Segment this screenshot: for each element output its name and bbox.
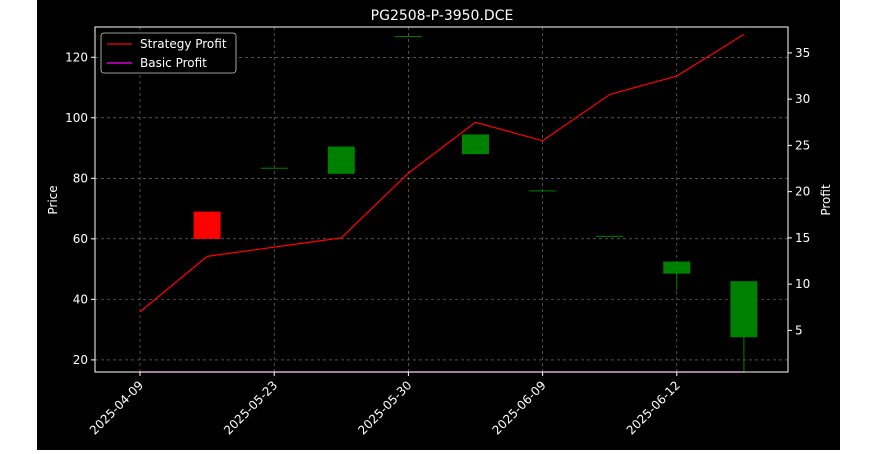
legend: Strategy Profit Basic Profit [100,32,237,74]
candle-body [462,134,489,155]
y-tick-label-left: 120 [65,50,88,64]
plot-frame [94,26,789,373]
legend-label: Strategy Profit [140,37,227,51]
candle-body [730,281,758,338]
candle-body [193,211,221,239]
legend-box [100,32,237,74]
y-tick-label-right: 15 [795,231,810,245]
candle-body [394,36,422,38]
y-axis-label-left: Price [46,185,60,214]
y-tick-label-right: 30 [795,92,810,106]
y-tick-label-left: 60 [73,232,88,246]
candle-body [596,235,624,237]
y-tick-label-left: 20 [73,353,88,367]
y-tick-label-left: 40 [73,292,88,306]
y-tick-label-right: 10 [795,277,810,291]
chart-svg: PG2508-P-3950.DCE Price Profit 20 40 60 80 1… [37,0,840,450]
candle-body [663,261,691,274]
candlestick-series [126,36,758,372]
candle-body [529,190,557,192]
chart-title: PG2508-P-3950.DCE [371,8,514,24]
series-line [139,33,745,313]
y-tick-label-right: 25 [795,138,810,152]
chart-figure: PG2508-P-3950.DCE Price Profit 20 40 60 80 1… [37,0,840,450]
y-tick-label-right: 35 [795,46,810,60]
candle-body [260,167,288,169]
y-tick-label-left: 80 [73,171,88,185]
y-axis-label-right: Profit [819,184,833,216]
legend-label: Basic Profit [140,56,207,70]
y-tick-label-right: 5 [795,323,803,337]
candle-body [327,146,355,174]
y-tick-label-right: 20 [795,185,810,199]
y-tick-label-left: 100 [65,111,88,125]
